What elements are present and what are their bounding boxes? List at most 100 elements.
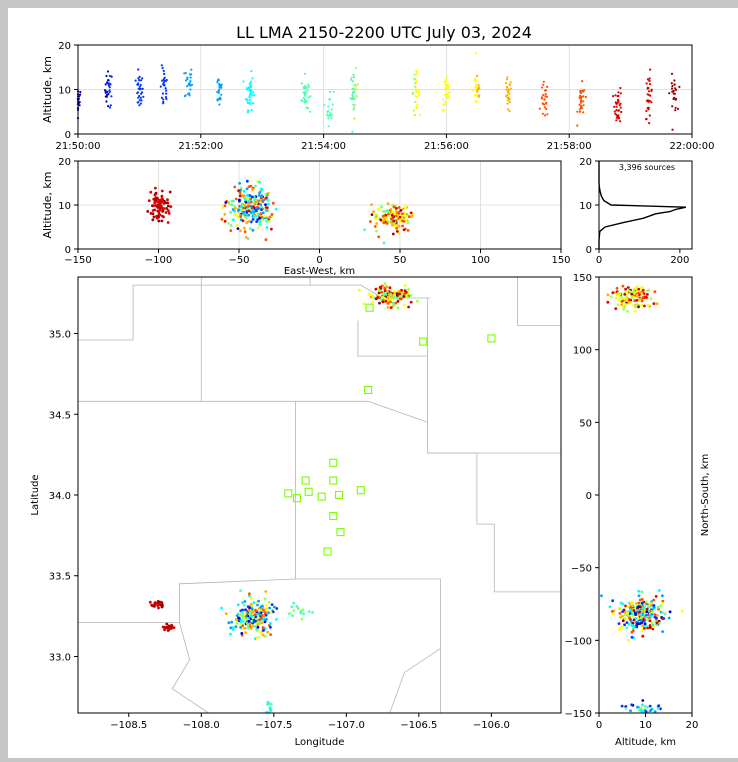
plan-source-point [157, 606, 160, 610]
plan-source-point [163, 628, 167, 632]
plan-source-point [386, 296, 390, 300]
plan-source-point [296, 607, 300, 610]
time-height-source-point [304, 72, 307, 75]
time-height-source-point [136, 101, 139, 104]
ew-source-point [259, 205, 263, 209]
plan-source-point [311, 611, 314, 614]
time-height-source-point [476, 74, 479, 77]
time-height-source-point [671, 105, 674, 108]
ns-source-point [680, 609, 684, 613]
ew-source-point [245, 194, 249, 198]
time-height-source-point [242, 80, 245, 83]
time-height-source-point [186, 78, 189, 81]
plan-source-point [383, 282, 387, 286]
time-height-source-point [104, 89, 107, 92]
time-height-source-point [186, 76, 189, 79]
plan-source-point [240, 610, 244, 614]
time-height-source-point [542, 80, 545, 83]
plan-source-point [389, 293, 393, 296]
time-height-source-point [579, 110, 582, 113]
ns-source-point [616, 303, 620, 307]
ew-source-point [153, 200, 157, 204]
time-height-source-point [110, 95, 113, 98]
time-height-source-point [161, 92, 164, 95]
time-height-source-point [475, 52, 478, 55]
ew-source-point [229, 224, 233, 227]
ns-source-point [640, 292, 644, 296]
ew-source-point [389, 208, 393, 211]
time-height-source-point [413, 85, 416, 88]
ew-source-point [239, 229, 242, 233]
ns-source-point [661, 630, 664, 633]
time-height-source-point [444, 96, 448, 99]
time-height-source-point [618, 104, 621, 107]
time-height-source-point [474, 99, 477, 102]
plan-source-point [389, 306, 393, 309]
time-height-source-point [164, 79, 168, 82]
plan-source-point [258, 612, 261, 615]
ns-source-point [606, 300, 610, 304]
plan-source-point [267, 600, 271, 604]
ns-source-point [641, 710, 645, 713]
ns-source-point [661, 610, 664, 614]
lma-station-marker [284, 489, 293, 498]
ew-source-point [243, 230, 247, 234]
time-height-source-point [218, 84, 221, 88]
time-height-source-point [351, 97, 354, 100]
time-height-source-point [417, 89, 420, 92]
ew-source-point [162, 207, 166, 210]
time-height-source-point [159, 85, 162, 88]
ns-source-point [640, 629, 644, 633]
time-height-source-point [619, 92, 622, 95]
time-height-source-point [580, 101, 583, 104]
plan-source-point [381, 300, 385, 304]
ew-source-point [237, 189, 241, 193]
plan-source-point [262, 608, 265, 612]
plan-source-point [224, 612, 228, 616]
plan-source-point [295, 605, 299, 608]
ew-source-point [164, 211, 168, 214]
ns-source-point [649, 297, 653, 301]
time-height-source-point [544, 89, 547, 92]
time-height-source-point [307, 85, 311, 88]
plan-source-point [392, 295, 396, 299]
ns-source-point [639, 708, 643, 712]
time-height-source-point [104, 91, 107, 94]
plan-source-point [241, 624, 245, 628]
time-height-source-point [138, 75, 141, 78]
plan-source-point [384, 299, 388, 303]
ew-source-point [409, 211, 413, 215]
time-height-source-point [352, 108, 355, 111]
time-height-source-point [188, 73, 192, 76]
ns-source-point [657, 707, 660, 710]
time-height-source-point [674, 106, 677, 109]
ew-ytick-label: 20 [58, 157, 71, 168]
plan-source-point [241, 626, 245, 630]
ew-source-point [374, 213, 378, 217]
time-height-source-point [184, 79, 188, 82]
ns-source-point [613, 291, 617, 294]
ew-source-point [251, 218, 255, 221]
time-height-ytick-label: 0 [65, 130, 71, 141]
ew-source-point [245, 210, 249, 214]
time-height-source-point [164, 96, 167, 99]
time-height-source-point [648, 99, 651, 102]
ns-source-point [622, 307, 626, 311]
ew-source-point [157, 212, 161, 216]
time-height-source-point [508, 109, 511, 113]
time-height-source-point [356, 83, 359, 86]
ns-source-point [625, 626, 629, 629]
time-height-source-point [164, 87, 167, 90]
ns-source-point [621, 602, 625, 606]
time-height-source-point [443, 93, 446, 96]
ew-source-point [245, 179, 249, 183]
plan-source-point [249, 602, 253, 606]
ew-source-point [369, 220, 372, 223]
ew-source-point [257, 213, 260, 217]
ew-source-point [402, 228, 406, 232]
time-height-source-point [137, 68, 140, 71]
time-height-source-point [613, 105, 616, 108]
ew-source-point [385, 222, 389, 225]
panels-group: 21:50:00 21:52:00 21:54:00 21:56:00 21:58:00… [30, 41, 714, 748]
county-border-line [78, 284, 431, 341]
